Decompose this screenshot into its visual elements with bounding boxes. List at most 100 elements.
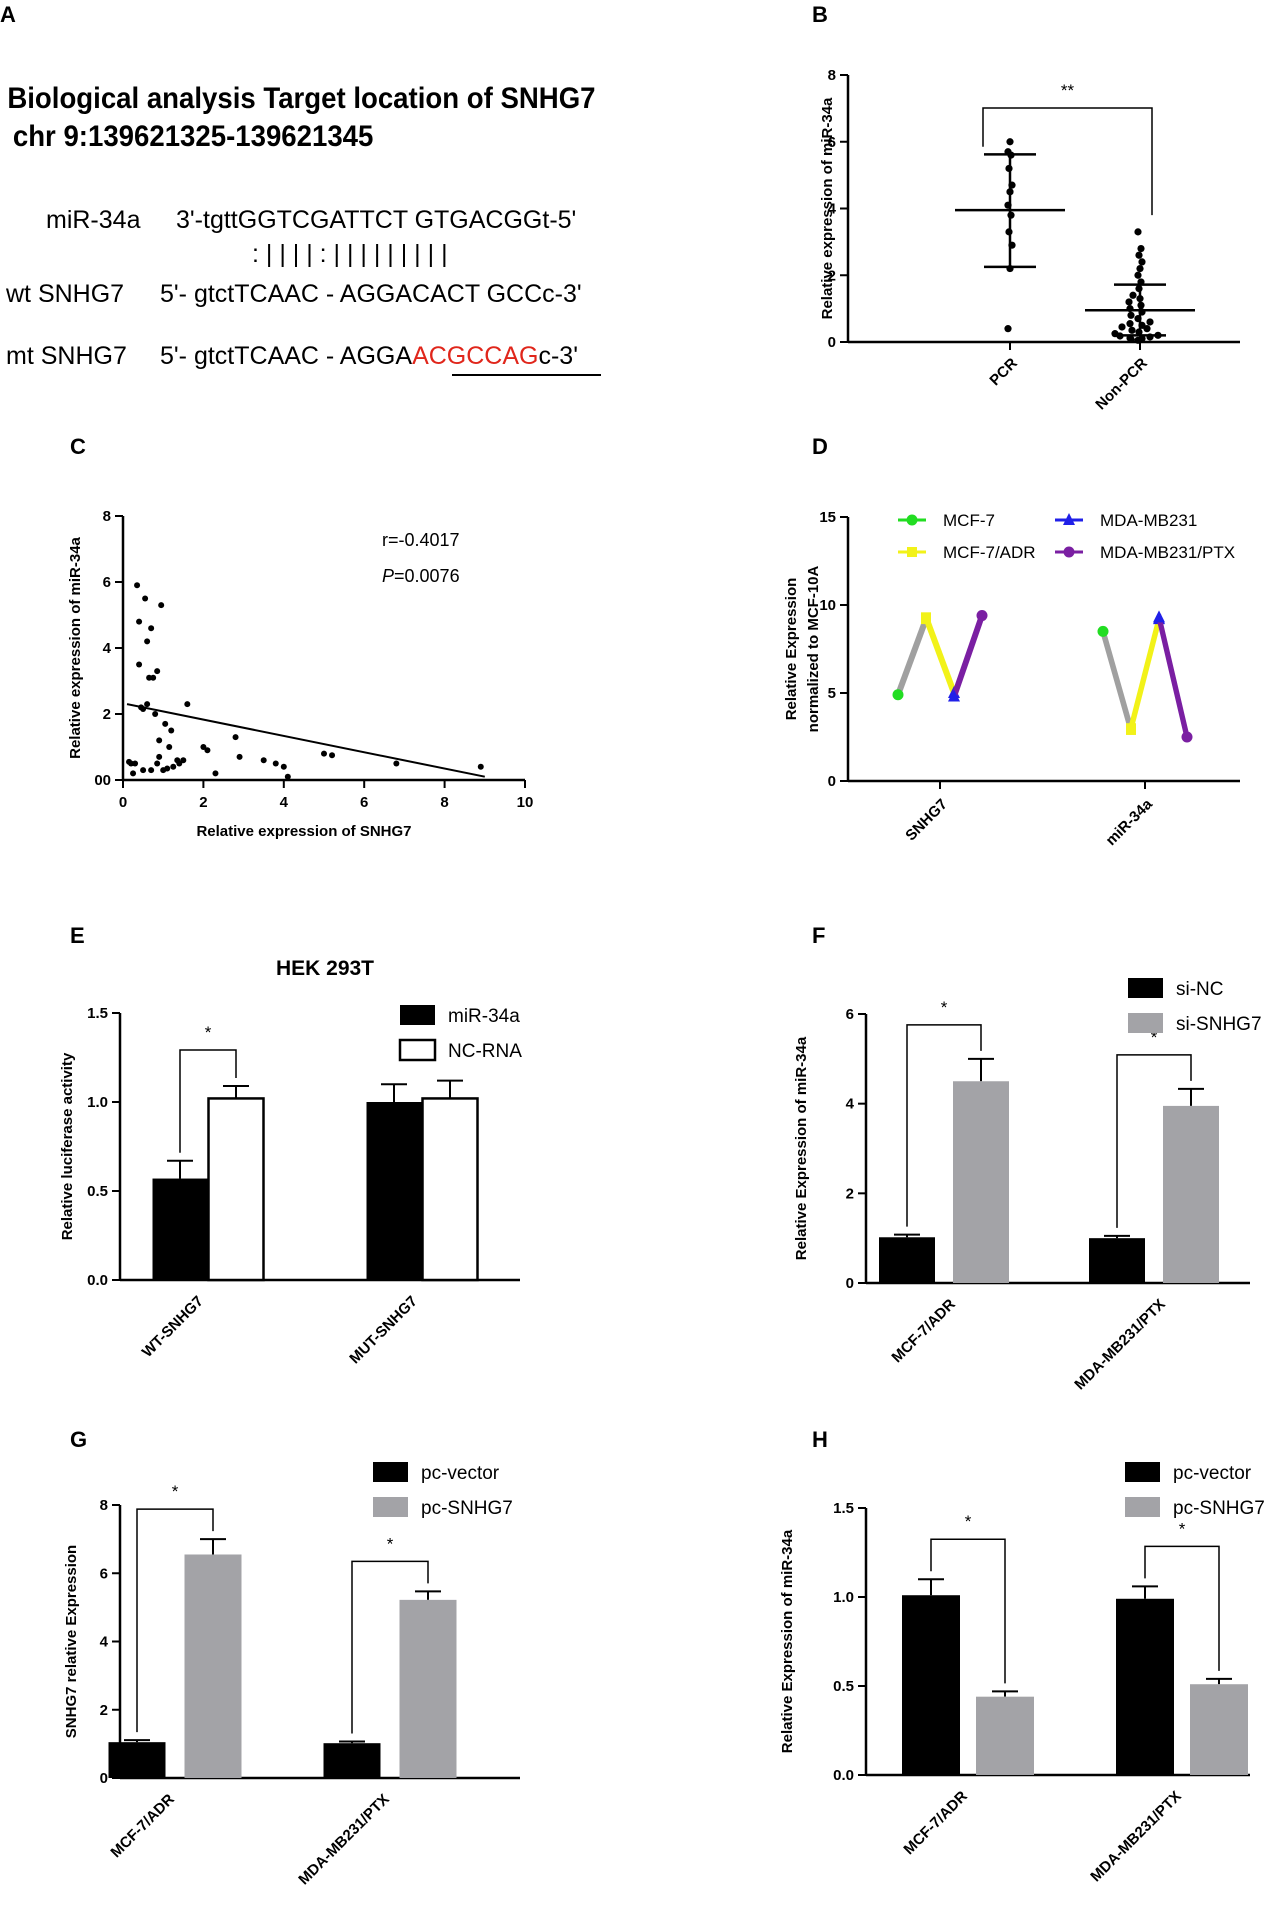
- data-point: [1004, 325, 1012, 333]
- series-line: [1129, 621, 1161, 732]
- marker-square: [1126, 723, 1136, 734]
- legend-label: MCF-7: [943, 511, 995, 530]
- panel-label-c: C: [70, 434, 86, 459]
- data-point: [260, 757, 267, 764]
- bar: [1089, 1238, 1145, 1283]
- chart-h-mir34a-overexpression: 0.0 0.5 1.0 1.5 Relative Expression of miR-3…: [779, 1462, 1265, 1885]
- x-tick-label: 4: [280, 794, 289, 811]
- data-point: [154, 668, 161, 675]
- x-tick-label: 6: [360, 794, 368, 811]
- panel-a-title-line1: Biological analysis Target location of S…: [7, 82, 595, 115]
- legend-swatch: [398, 1038, 437, 1062]
- data-point: [204, 747, 211, 754]
- bar: [366, 1102, 422, 1280]
- series-line: [1101, 633, 1133, 734]
- bar: [1163, 1105, 1219, 1283]
- data-point: [1125, 298, 1133, 306]
- series-line: [896, 621, 928, 699]
- seq-mir34a: 3'-tgttGGTCGATTCT GTGACGGt-5': [176, 206, 576, 234]
- bar: [108, 1742, 166, 1778]
- category-label: SNHG7: [902, 796, 951, 845]
- y-tick-label: 6: [828, 134, 836, 151]
- data-point: [166, 744, 173, 750]
- y-tick-label: 0: [828, 773, 836, 790]
- bar: [1116, 1598, 1174, 1775]
- significance-bracket: [179, 1049, 237, 1153]
- data-point: [1146, 318, 1154, 326]
- legend-swatch: [373, 1462, 408, 1482]
- category-label: WT-SNHG7: [139, 1293, 207, 1361]
- data-point: [232, 734, 239, 741]
- panel-label-d: D: [812, 434, 828, 459]
- annotation-p-value: =0.0076: [394, 566, 460, 586]
- bar: [879, 1237, 935, 1283]
- data-point: [148, 767, 155, 774]
- legend-label: MCF-7/ADR: [943, 543, 1036, 562]
- data-point: [1134, 271, 1142, 279]
- y-tick-label: 1.0: [833, 1589, 854, 1606]
- seq-name-wt: wt SNHG7: [5, 280, 124, 308]
- legend-marker: [906, 514, 918, 526]
- significance-bracket: [1116, 1054, 1192, 1228]
- x-axis-title: Relative expression of SNHG7: [196, 823, 411, 840]
- y-axis-title: normalized to MCF-10A: [805, 565, 822, 732]
- panel-a-title-line2: chr 9:139621325-139621345: [13, 120, 373, 153]
- category-label: MUT-SNHG7: [346, 1293, 420, 1367]
- data-point: [142, 595, 149, 602]
- significance-bracket: [351, 1560, 429, 1734]
- data-point: [272, 760, 279, 767]
- y-tick-label: 8: [100, 1497, 108, 1514]
- legend-label: si-SNHG7: [1176, 1014, 1262, 1035]
- legend-swatch: [1125, 1462, 1160, 1482]
- data-point: [1126, 320, 1134, 328]
- category-label: MDA-MB231/PTX: [1087, 1788, 1184, 1885]
- y-axis-title: SNHG7 relative Expression: [63, 1545, 80, 1738]
- data-point: [140, 767, 147, 774]
- series-line: [924, 619, 956, 697]
- data-point: [329, 752, 336, 759]
- data-point: [321, 750, 327, 757]
- data-point: [1129, 291, 1137, 299]
- y-tick-label: 0.0: [87, 1272, 108, 1289]
- legend-swatch: [400, 1005, 435, 1025]
- category-label: MCF-7/ADR: [900, 1788, 970, 1858]
- seq-mt: 5'- gtctTCAAC - AGGAACGCCAGc-3': [160, 342, 578, 370]
- marker-circle: [892, 689, 904, 701]
- significance-label: *: [172, 1482, 179, 1501]
- significance-bracket: [136, 1508, 214, 1733]
- y-tick-label: 0: [846, 1275, 854, 1292]
- chart-f-si-snhg7: 0 2 4 6 Relative Expression of miR-34a MCF-7/…: [793, 978, 1262, 1393]
- series-line: [1157, 619, 1189, 741]
- data-point: [1006, 138, 1014, 146]
- data-point: [148, 625, 155, 632]
- legend-label: NC-RNA: [448, 1041, 522, 1062]
- category-label: MCF-7/ADR: [888, 1296, 958, 1366]
- panel-label-g: G: [70, 1427, 87, 1452]
- legend-marker: [907, 547, 917, 557]
- annotation-p-symbol: P: [382, 566, 394, 586]
- data-point: [162, 720, 169, 727]
- panel-labels: A B C D E F G H: [0, 2, 828, 1452]
- y-axis-title: Relative expression of miR-34a: [819, 97, 836, 319]
- y-tick-label: 15: [819, 509, 836, 526]
- significance-label: *: [205, 1023, 212, 1042]
- bar: [207, 1097, 265, 1282]
- data-point: [144, 701, 151, 708]
- y-tick-label: 1.5: [833, 1500, 854, 1517]
- panel-label-a: A: [0, 2, 16, 27]
- data-point: [134, 582, 141, 589]
- bar: [399, 1599, 457, 1778]
- y-tick-label: 2: [828, 267, 836, 284]
- y-tick-label: 2: [103, 706, 111, 723]
- panel-label-e: E: [70, 923, 85, 948]
- bar: [323, 1743, 381, 1778]
- legend-label: pc-vector: [1173, 1463, 1252, 1484]
- significance-bracket: [1144, 1545, 1220, 1671]
- legend-marker: [1063, 546, 1075, 558]
- legend-swatch: [1128, 1013, 1163, 1033]
- data-point: [156, 737, 163, 744]
- y-tick-label: 8: [828, 67, 836, 84]
- category-label: PCR: [986, 355, 1021, 390]
- legend-label: miR-34a: [448, 1006, 520, 1027]
